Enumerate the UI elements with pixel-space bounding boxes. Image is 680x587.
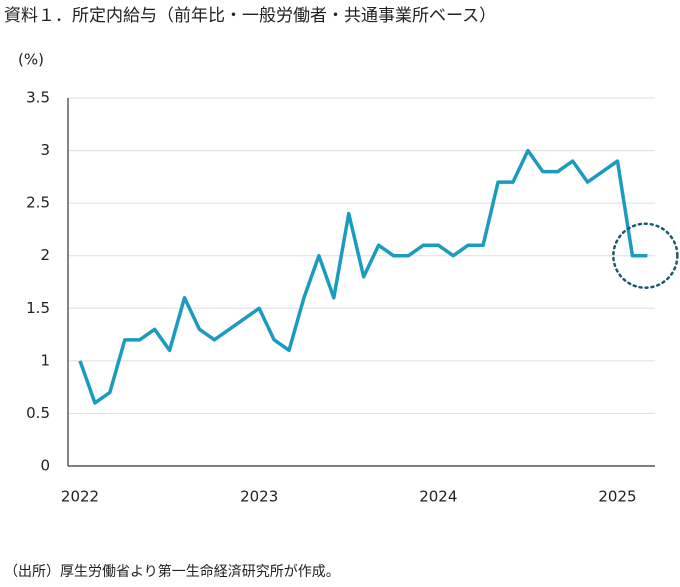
y-tick-label: 0 bbox=[40, 457, 50, 475]
data-line bbox=[78, 148, 648, 405]
y-tick-label: 1 bbox=[40, 351, 50, 369]
y-tick-label: 2 bbox=[40, 246, 50, 264]
x-tick-label: 2022 bbox=[61, 488, 99, 506]
x-tick-label: 2025 bbox=[598, 488, 636, 506]
y-tick-label: 1.5 bbox=[26, 299, 50, 317]
x-tick-label: 2023 bbox=[240, 488, 278, 506]
y-tick-label: 3.5 bbox=[26, 89, 50, 107]
chart-title: 資料１．所定内給与（前年比・一般労働者・共通事業所ベース） bbox=[4, 6, 496, 26]
x-tick-label: 2024 bbox=[419, 488, 457, 506]
y-axis-label: (%) bbox=[18, 51, 44, 69]
highlight-circle bbox=[612, 222, 679, 289]
y-tick-label: 3 bbox=[40, 141, 50, 159]
y-tick-label: 2.5 bbox=[26, 194, 50, 212]
y-tick-label: 0.5 bbox=[26, 404, 50, 422]
source-note: （出所）厚生労働省より第一生命経済研究所が作成。 bbox=[4, 563, 340, 580]
